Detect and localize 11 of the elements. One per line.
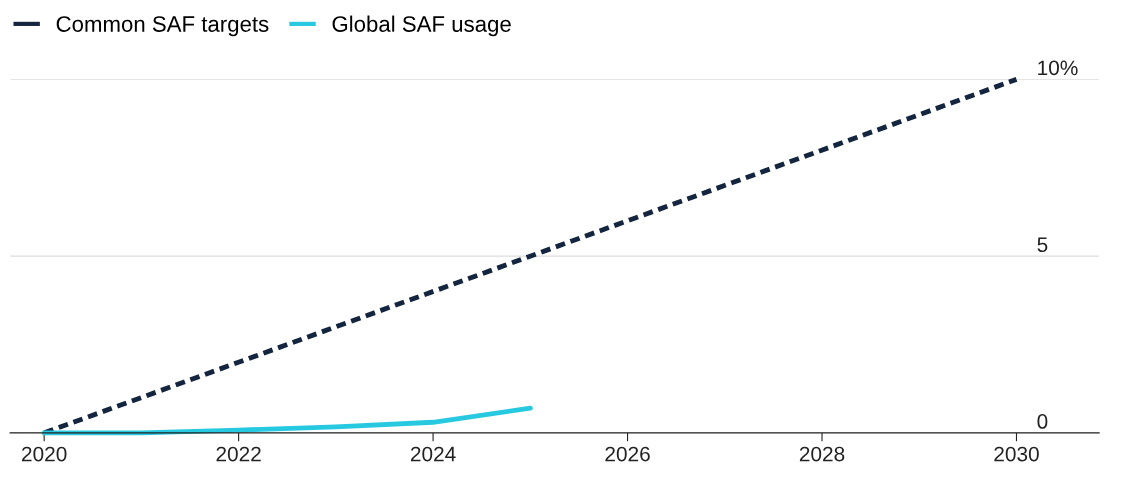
y-tick-label: 10% <box>1038 60 1078 76</box>
y-tick-label: 0 <box>1037 414 1048 429</box>
x-tick-label: 2020 <box>22 446 67 462</box>
legend-label: Global SAF usage <box>332 15 511 37</box>
x-tick-label: 2022 <box>216 446 261 462</box>
legend-label: Common SAF targets <box>56 16 269 37</box>
x-tick-label: 2030 <box>994 446 1039 462</box>
x-tick-label: 2026 <box>605 446 650 462</box>
x-tick-label: 2024 <box>410 446 456 462</box>
x-tick-label: 2028 <box>799 446 845 462</box>
y-tick-label: 5 <box>1037 237 1048 253</box>
